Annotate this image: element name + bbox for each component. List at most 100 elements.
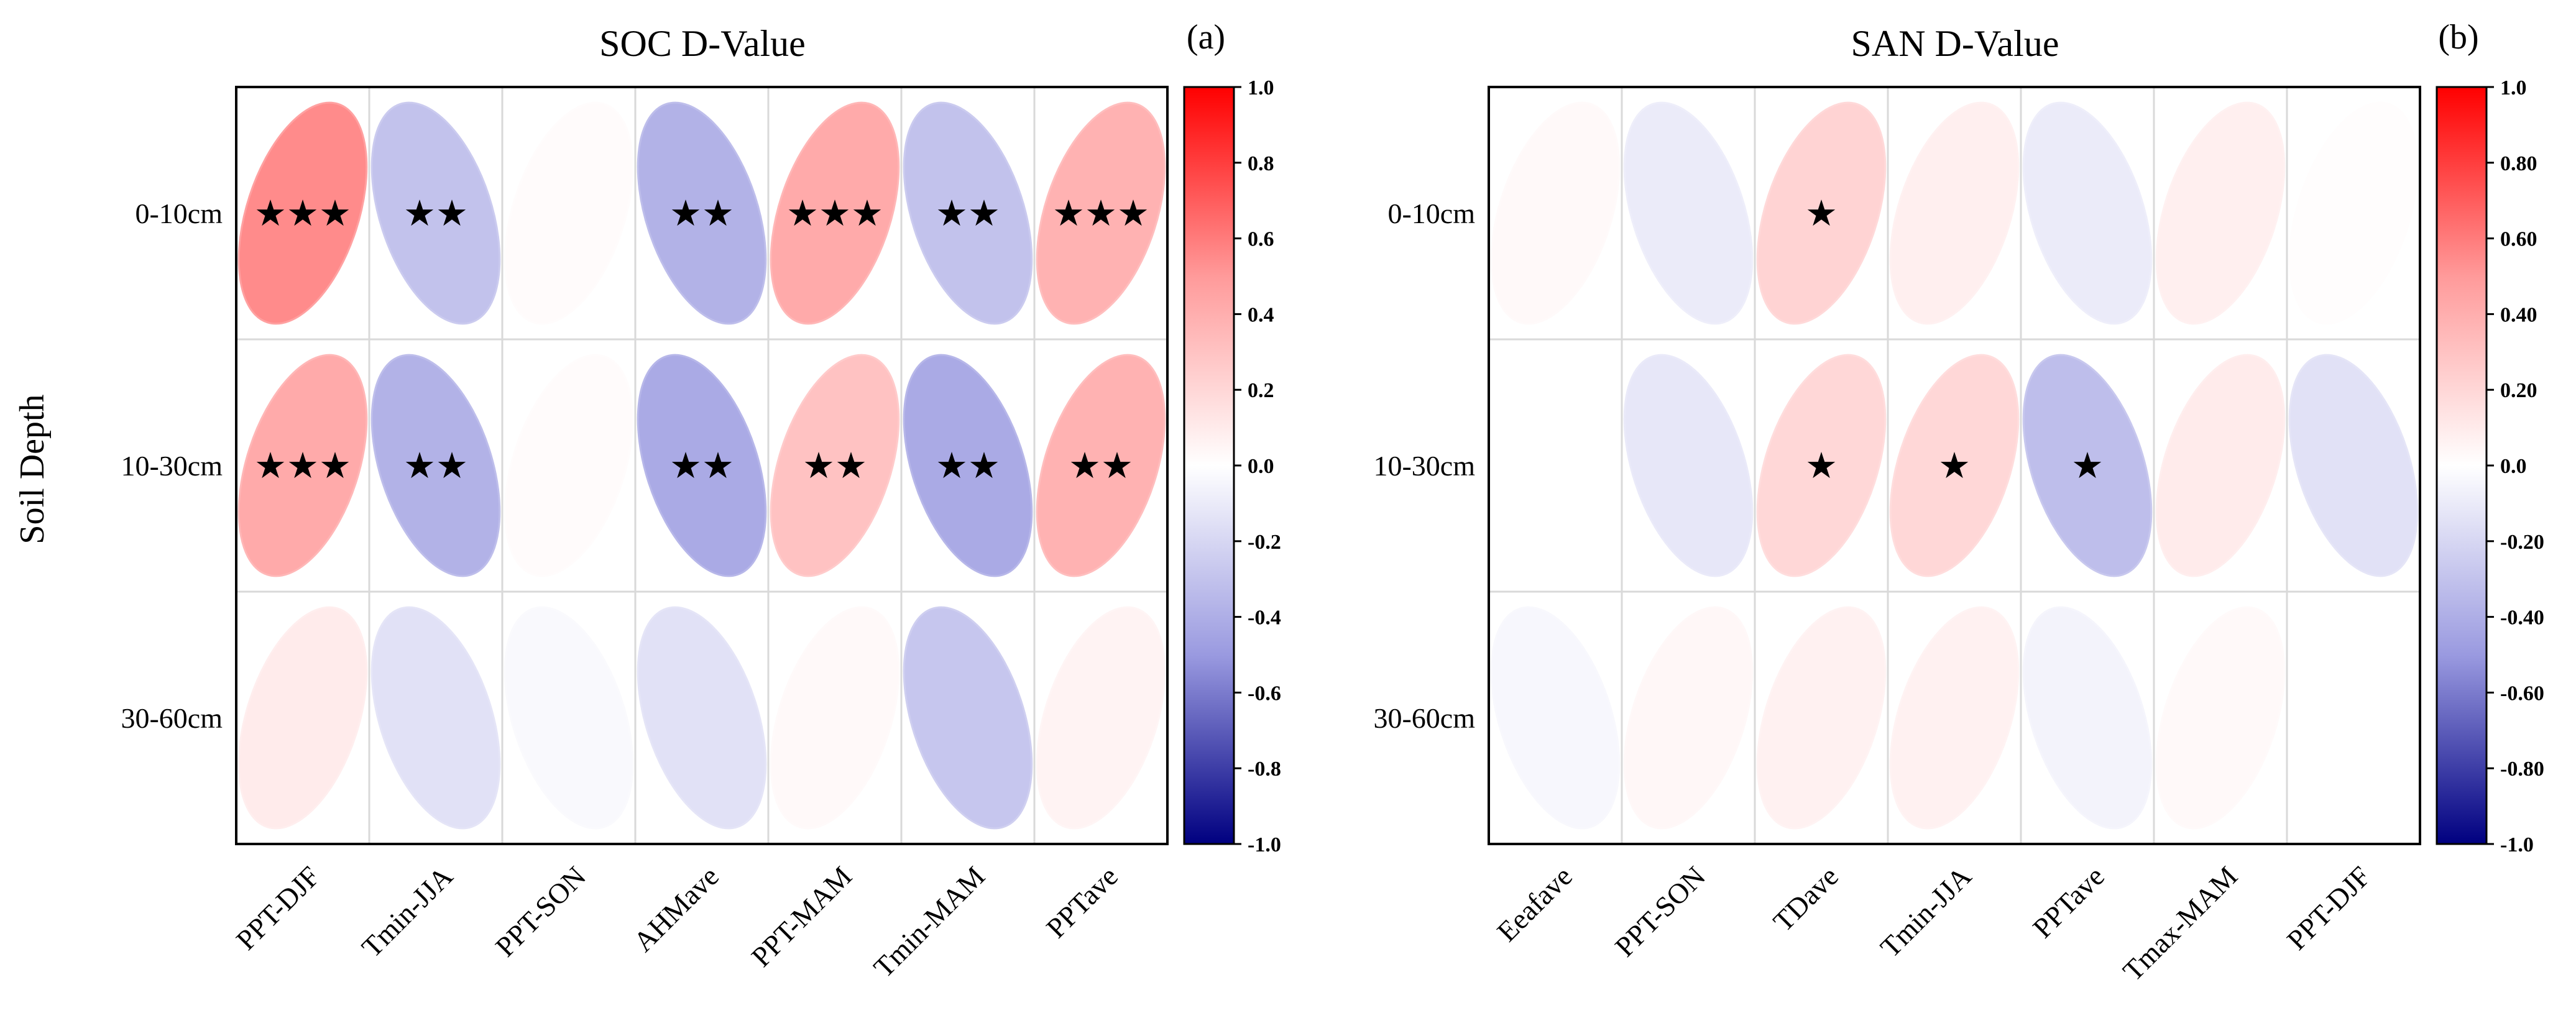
correlation-ellipse — [1623, 606, 1754, 830]
correlation-ellipse — [237, 101, 368, 325]
correlation-ellipse — [2288, 354, 2419, 577]
plot-frame — [1488, 86, 2421, 845]
row-label: 0-10cm — [1387, 198, 1475, 229]
correlation-ellipse — [370, 606, 501, 830]
chart-title: SOC D-Value — [599, 23, 806, 64]
significance-stars: ★ — [1805, 193, 1838, 234]
correlation-ellipse — [504, 101, 634, 325]
correlation-ellipse — [2155, 101, 2286, 325]
colorbar-tick-label: -0.20 — [2500, 531, 2544, 554]
colorbar-tick-label: -1.0 — [1248, 833, 1281, 856]
column-label: TDave — [1767, 860, 1845, 938]
colorbar-tick-label: 0.6 — [1248, 228, 1274, 251]
correlation-ellipse — [2022, 354, 2153, 577]
correlation-ellipse — [1623, 354, 1754, 577]
significance-stars: ★★★ — [786, 193, 883, 234]
correlation-ellipse — [637, 606, 767, 830]
column-label: Tmax-MAM — [2117, 860, 2243, 987]
correlation-ellipse — [1490, 101, 1621, 325]
correlation-ellipse — [504, 354, 634, 577]
correlation-ellipse — [903, 101, 1033, 325]
significance-stars: ★ — [1938, 446, 1971, 486]
correlation-ellipse — [370, 101, 501, 325]
colorbar-tick-label: 0.40 — [2500, 303, 2537, 326]
panels: SOC D-Value (a)★★★ ★★ ★★ ★★★ ★★ ★★★★★★ ★★ ★★ ★★ ★★… — [121, 18, 2544, 987]
significance-stars: ★★★ — [1052, 193, 1149, 234]
correlation-ellipse — [770, 606, 900, 830]
correlation-ellipse — [1036, 606, 1166, 830]
colorbar-tick-label: -1.0 — [2500, 833, 2534, 856]
correlation-ellipse — [1490, 606, 1621, 830]
significance-stars: ★★ — [936, 446, 1000, 486]
colorbar-tick-label: 0.60 — [2500, 228, 2537, 251]
column-label: PPT-SON — [1609, 860, 1711, 963]
column-label: Eeafave — [1491, 860, 1578, 948]
colorbar-tick-label: -0.8 — [1248, 758, 1281, 781]
significance-stars: ★★★ — [254, 193, 351, 234]
significance-stars: ★★ — [803, 446, 867, 486]
panel-label: (b) — [2438, 18, 2478, 57]
correlation-ellipse — [1036, 101, 1166, 325]
row-label: 0-10cm — [135, 198, 223, 229]
significance-stars: ★★★ — [254, 446, 351, 486]
panel-a: SOC D-Value (a)★★★ ★★ ★★ ★★★ ★★ ★★★★★★ ★★ ★★ ★★ ★★… — [121, 18, 1281, 984]
row-label: 10-30cm — [1373, 450, 1475, 482]
column-label: Tmin-JJA — [1874, 860, 1977, 963]
correlation-ellipse — [504, 606, 634, 830]
correlation-ellipse — [1756, 101, 1887, 325]
colorbar-tick-label: -0.40 — [2500, 607, 2544, 630]
colorbar-tick-label: 0.80 — [2500, 152, 2537, 175]
colorbar — [1183, 86, 1235, 845]
colorbar-tick-label: 1.0 — [1248, 76, 1274, 99]
column-label: AHMave — [627, 860, 725, 958]
colorbar-tick-label: 0.0 — [1248, 455, 1274, 478]
correlation-ellipse — [1756, 354, 1887, 577]
correlation-ellipse — [2022, 101, 2153, 325]
correlation-ellipse — [637, 354, 767, 577]
colorbar-tick-label: -0.2 — [1248, 531, 1281, 554]
correlation-ellipse — [1756, 606, 1887, 830]
colorbar-tick-label: 1.0 — [2500, 76, 2527, 99]
correlation-ellipse — [237, 354, 368, 577]
chart-title: SAN D-Value — [1851, 23, 2059, 64]
panel-label: (a) — [1187, 18, 1225, 57]
significance-stars: ★★ — [1069, 446, 1133, 486]
row-label: 30-60cm — [1373, 702, 1475, 734]
row-label: 30-60cm — [121, 702, 223, 734]
column-label: PPTave — [2026, 860, 2110, 944]
correlation-ellipse — [903, 606, 1033, 830]
correlation-ellipse — [903, 354, 1033, 577]
significance-stars: ★★ — [669, 446, 734, 486]
colorbar — [2436, 86, 2488, 845]
column-label: Tmin-MAM — [867, 860, 991, 984]
colorbar-tick-label: 0.4 — [1248, 303, 1274, 326]
column-label: PPTave — [1040, 860, 1124, 944]
column-label: PPT-SON — [489, 860, 592, 963]
significance-stars: ★★ — [403, 446, 468, 486]
correlation-ellipse — [237, 606, 368, 830]
correlation-ellipse — [1889, 606, 2020, 830]
correlation-ellipse — [637, 101, 767, 325]
colorbar-tick-label: -0.6 — [1248, 682, 1281, 705]
panel-b: SAN D-Value (b) ★ ★ ★ ★ 0-10cm 10-30cm 30-60cm Ee… — [1373, 18, 2544, 987]
correlation-ellipse — [1623, 101, 1754, 325]
plot-frame — [235, 86, 1169, 845]
correlation-ellipse — [2288, 101, 2419, 325]
column-label: PPT-DJF — [230, 860, 326, 956]
correlation-ellipse — [2155, 354, 2286, 577]
y-axis-label: Soil Depth — [13, 394, 52, 544]
colorbar-tick-label: 0.8 — [1248, 152, 1274, 175]
significance-stars: ★★ — [669, 193, 734, 234]
correlation-ellipse — [1036, 354, 1166, 577]
correlation-ellipse — [770, 101, 900, 325]
significance-stars: ★ — [2071, 446, 2104, 486]
colorbar-tick-label: 0.0 — [2500, 455, 2527, 478]
colorbar-tick-label: -0.80 — [2500, 758, 2544, 781]
correlation-ellipse — [2155, 606, 2286, 830]
correlation-ellipse — [770, 354, 900, 577]
correlation-ellipse — [370, 354, 501, 577]
column-label: Tmin-JJA — [356, 860, 459, 963]
significance-stars: ★★ — [936, 193, 1000, 234]
row-label: 10-30cm — [121, 450, 223, 482]
